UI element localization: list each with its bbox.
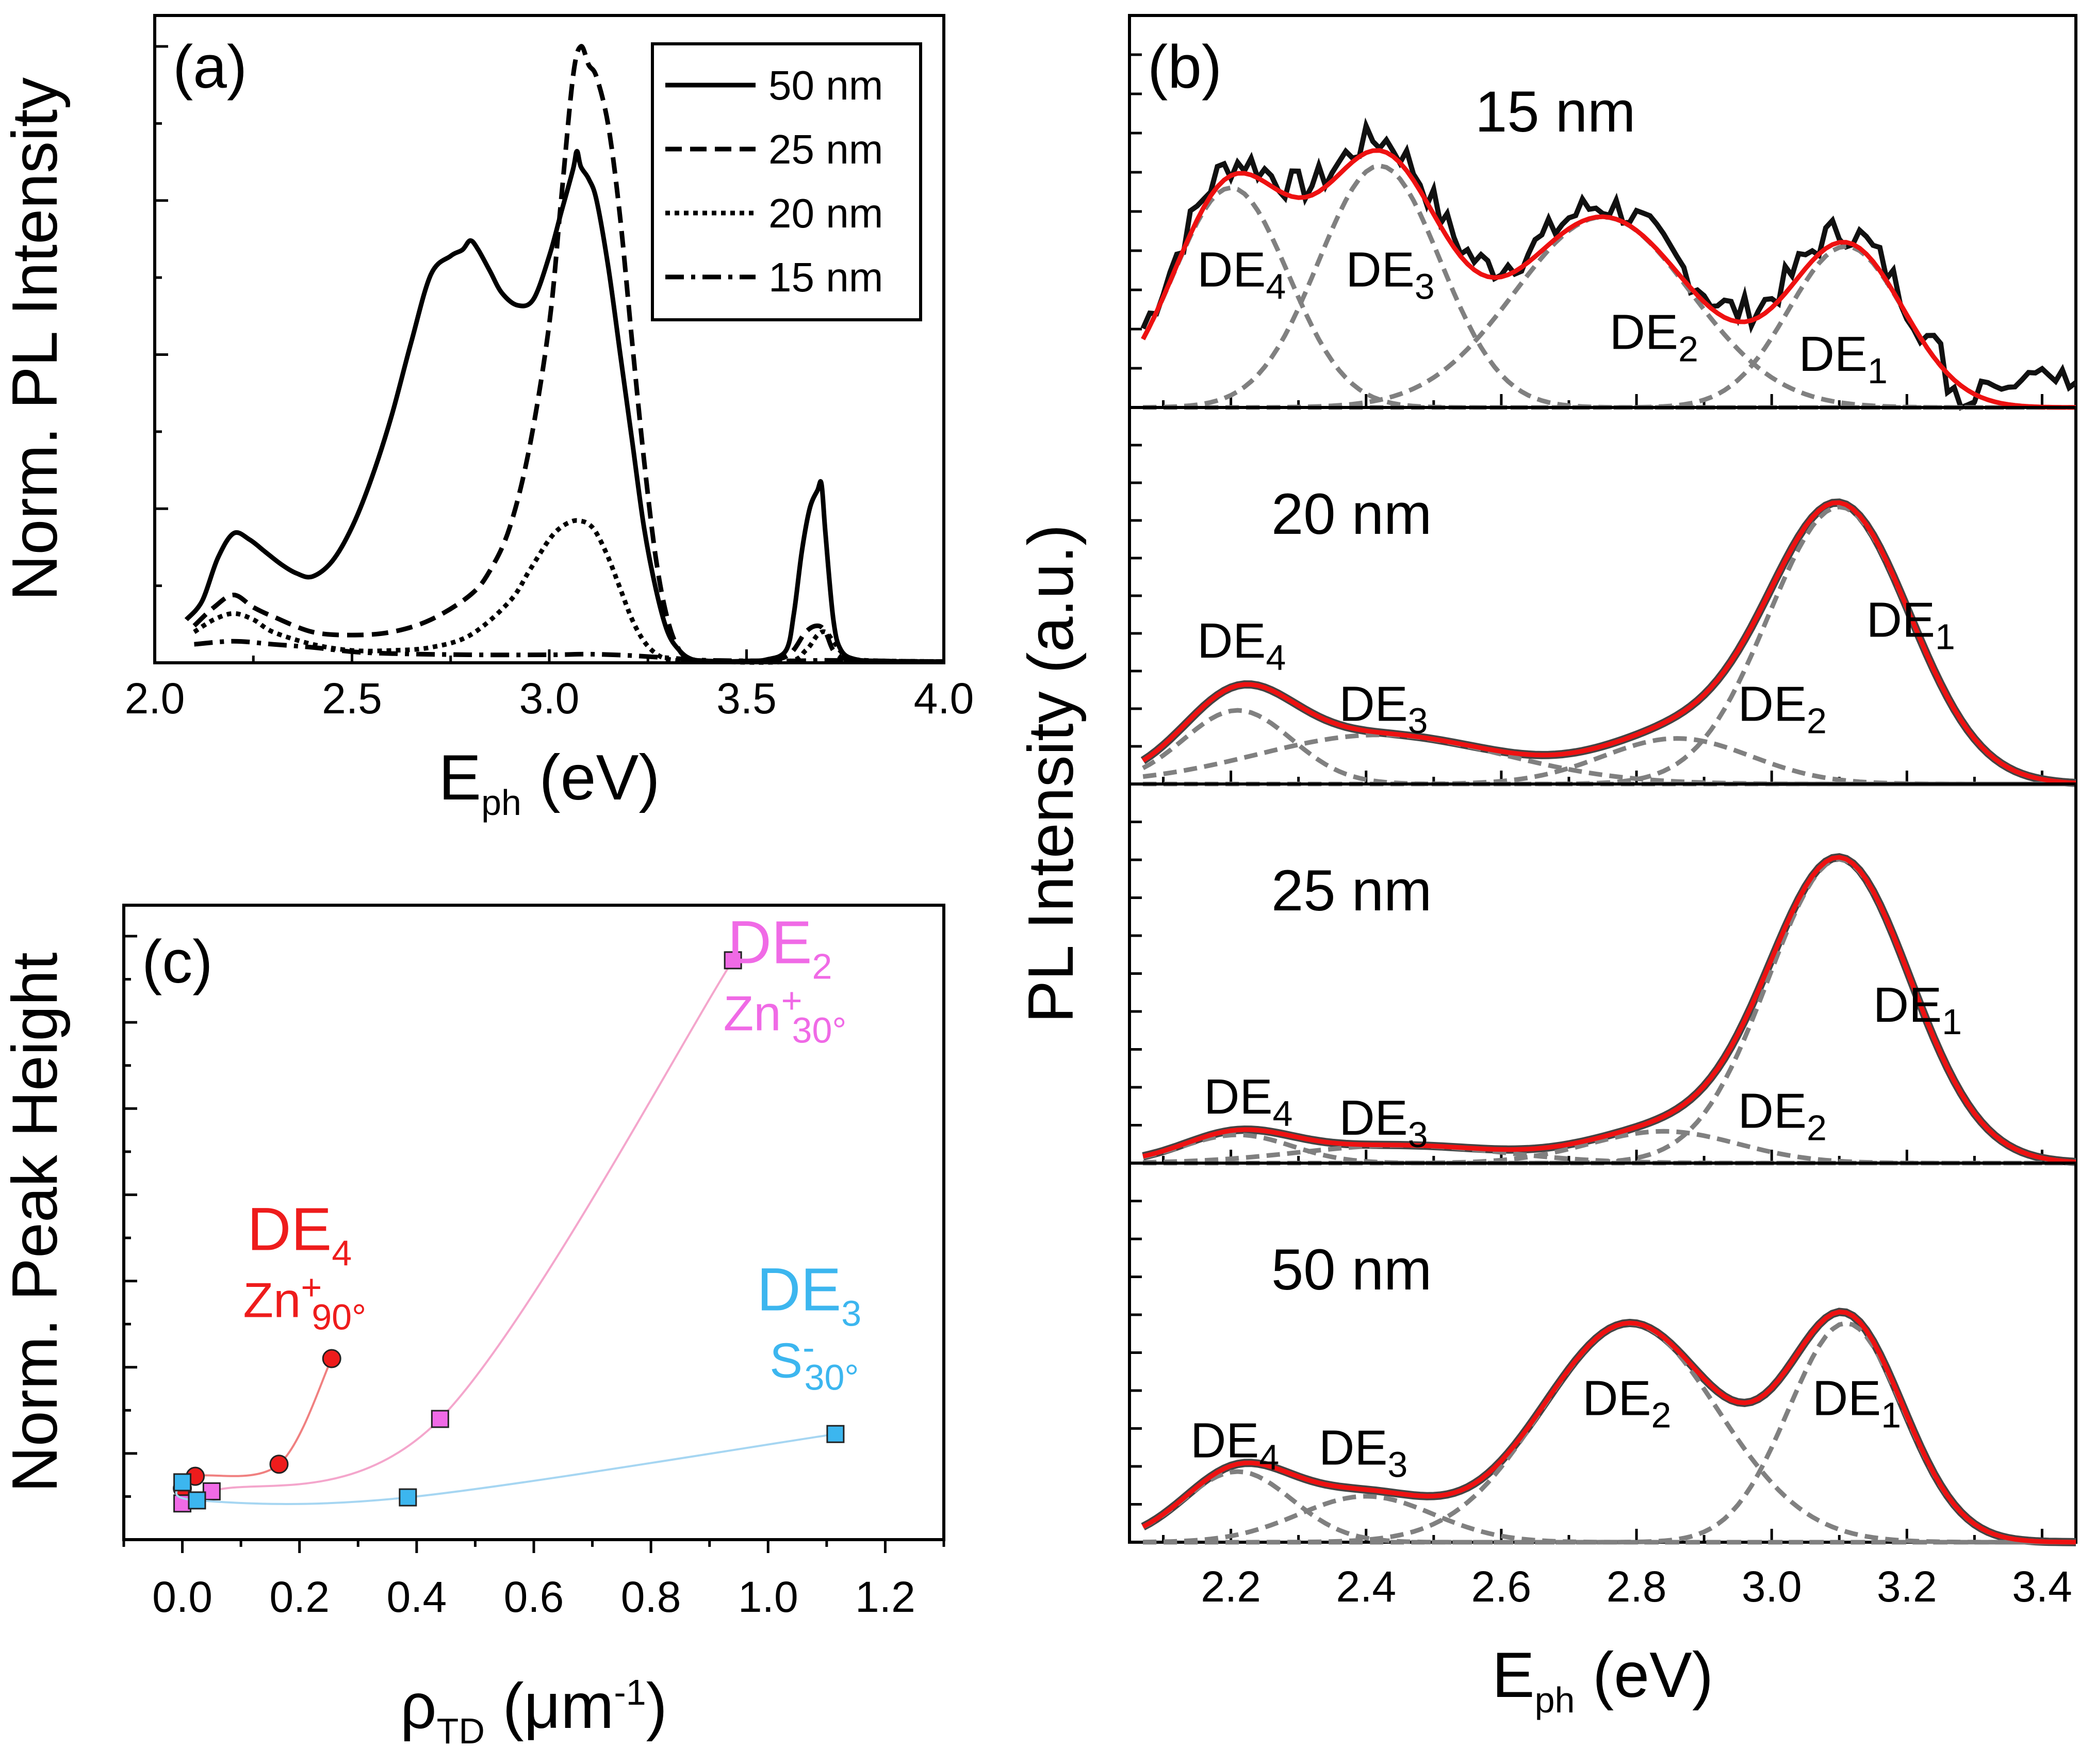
component-DE3: [1143, 1143, 2076, 1166]
legend-box: [651, 42, 922, 321]
thickness-label: 20 nm: [1271, 482, 1432, 546]
defect-label-DE2: Zn+ 30°: [724, 981, 847, 1051]
x-axis-label: ρTD (μm-1): [400, 1671, 667, 1751]
thickness-label: 50 nm: [1271, 1237, 1432, 1302]
x-tick-label: 0.2: [269, 1573, 330, 1621]
x-tick-label: 3.0: [1742, 1562, 1802, 1611]
peak-label: DE3: [1339, 677, 1428, 741]
data-point-DE2: [724, 951, 742, 970]
trend-line-DE4: [181, 1358, 333, 1490]
peak-label: DE4: [1204, 1069, 1292, 1134]
data-point-DE2: [202, 1482, 221, 1500]
series-label-DE3: DE3: [757, 1255, 861, 1333]
thickness-label: 25 nm: [1271, 858, 1432, 923]
peak-label: DE4: [1197, 242, 1286, 307]
panel-label: (c): [142, 928, 213, 996]
component-DE1: [1143, 1320, 2076, 1545]
data-point-DE4: [269, 1455, 289, 1474]
peak-label: DE2: [1582, 1370, 1671, 1435]
fit-curve: [1141, 148, 2076, 410]
data-point-DE3: [399, 1488, 417, 1507]
series-line-50nm: [184, 149, 944, 664]
x-tick-label: 2.5: [322, 674, 382, 723]
x-tick-label: 2.2: [1201, 1562, 1261, 1611]
x-tick-label: 0.4: [386, 1573, 447, 1621]
fit-curve: [1142, 1309, 2076, 1545]
x-tick-label: 4.0: [914, 674, 974, 723]
x-tick-label: 1.2: [855, 1573, 915, 1621]
data-point-DE3: [826, 1425, 845, 1443]
panel-b: 15 nm DE4 DE3 DE2 DE1 20 nm DE4 DE3 DE2 DE1 25 nm D…: [1016, 14, 2078, 1720]
panel-a: 2.0 2.5 3.0 3.5 4.0 Eph (eV) Norm. PL Intensit…: [0, 14, 974, 823]
peak-label: DE1: [1866, 592, 1955, 657]
panel-label: (a): [173, 33, 247, 101]
peak-label: DE4: [1197, 613, 1286, 678]
y-axis-label: Norm. PL Intensity: [0, 77, 71, 601]
peak-label: DE2: [1738, 677, 1827, 741]
peak-label: DE3: [1319, 1420, 1407, 1484]
trend-line-DE3: [175, 1433, 836, 1505]
peak-label: DE3: [1339, 1090, 1428, 1155]
data-point-DE2: [431, 1410, 449, 1428]
x-tick-label: 3.0: [519, 674, 580, 723]
legend-label: 25 nm: [768, 126, 883, 172]
fit-curve: [1142, 855, 2076, 1165]
y-axis-label: Norm. Peak Height: [0, 952, 71, 1493]
fit-curve: [1141, 500, 2076, 786]
x-tick-label: 2.6: [1471, 1562, 1532, 1611]
thickness-label: 15 nm: [1475, 79, 1635, 144]
data-point-DE3: [173, 1473, 192, 1492]
legend-label: 15 nm: [768, 254, 883, 300]
legend-label: 50 nm: [768, 62, 883, 108]
data-point-DE4: [322, 1349, 341, 1368]
component-DE2: [1143, 1320, 2076, 1545]
series-line-15nm: [194, 639, 944, 664]
measured-spectrum: [1141, 1308, 2076, 1546]
x-tick-label: 3.5: [716, 674, 777, 723]
x-axis-label: Eph (eV): [438, 742, 660, 823]
series-line-25nm: [192, 44, 944, 664]
x-axis-label: Eph (eV): [1492, 1640, 1713, 1720]
legend-label: 20 nm: [768, 190, 883, 236]
peak-label: DE3: [1346, 242, 1434, 307]
component-DE4: [1141, 185, 2076, 410]
y-axis-label: PL Intensity (a.u.): [1016, 524, 1087, 1023]
x-tick-label: 3.4: [2012, 1562, 2072, 1611]
peak-label: DE1: [1873, 977, 1962, 1042]
panel-label: (b): [1148, 33, 1222, 101]
data-point-DE3: [188, 1491, 206, 1510]
defect-label-DE4: Zn+ 90°: [243, 1267, 366, 1337]
peak-label: DE2: [1610, 304, 1698, 369]
series-label-DE2: DE2: [728, 909, 832, 987]
panel-c: 0.0 0.2 0.4 0.6 0.8 1.0 1.2 ρTD (μm-1) Norm. Pea…: [0, 904, 945, 1751]
x-tick-label: 0.0: [152, 1573, 212, 1621]
defect-label-DE3: S-30°: [769, 1327, 859, 1397]
peak-label: DE2: [1738, 1084, 1827, 1148]
x-tick-label: 0.8: [621, 1573, 681, 1621]
x-tick-label: 0.6: [504, 1573, 564, 1621]
x-tick-label: 3.2: [1877, 1562, 1937, 1611]
peak-label: DE1: [1799, 326, 1888, 391]
peak-label: DE4: [1190, 1413, 1279, 1478]
series-label-DE4: DE4: [247, 1195, 352, 1273]
x-tick-label: 1.0: [738, 1573, 798, 1621]
component-DE3: [1143, 1494, 2076, 1545]
x-tick-label: 2.4: [1336, 1562, 1396, 1611]
x-tick-label: 2.8: [1607, 1562, 1667, 1611]
x-tick-label: 2.0: [125, 674, 185, 723]
